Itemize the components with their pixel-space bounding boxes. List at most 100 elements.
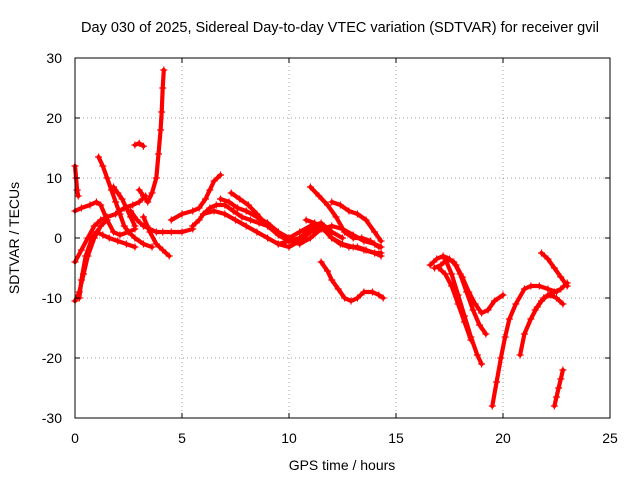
data-point-marker — [512, 300, 520, 308]
x-axis-label: GPS time / hours — [289, 457, 396, 473]
data-point-marker — [206, 186, 214, 194]
series-arc-18 — [304, 217, 384, 256]
data-point-marker — [148, 243, 156, 251]
data-point-marker — [139, 213, 147, 221]
data-point-marker — [242, 222, 250, 230]
data-point-marker — [189, 207, 197, 215]
data-point-marker — [366, 237, 374, 245]
data-point-marker — [116, 210, 124, 218]
data-point-marker — [86, 201, 94, 209]
data-point-marker — [77, 246, 85, 254]
series-arc-10 — [137, 67, 166, 205]
x-tick-label: 5 — [178, 430, 186, 446]
data-point-marker — [497, 354, 505, 362]
data-point-marker — [110, 183, 118, 191]
data-point-marker — [159, 228, 167, 236]
data-point-marker — [229, 207, 237, 215]
data-point-marker — [306, 183, 314, 191]
data-point-marker — [328, 228, 336, 236]
data-point-marker — [368, 288, 376, 296]
data-point-marker — [550, 264, 558, 272]
data-point-marker — [178, 210, 186, 218]
data-point-marker — [232, 216, 239, 224]
data-point-marker — [146, 228, 154, 236]
data-point-marker — [315, 192, 323, 200]
data-point-marker — [95, 153, 103, 161]
data-point-marker — [152, 228, 160, 236]
data-point-marker — [97, 201, 105, 209]
data-point-marker — [482, 330, 490, 338]
data-point-marker — [345, 207, 353, 215]
data-point-marker — [527, 315, 535, 323]
data-point-marker — [478, 360, 486, 368]
series-arc-07 — [111, 184, 137, 229]
data-point-marker — [334, 285, 342, 293]
x-tick-label: 20 — [495, 430, 511, 446]
data-point-marker — [217, 171, 225, 179]
data-point-marker — [189, 222, 197, 230]
series-arc-01 — [72, 199, 137, 238]
x-tick-label: 15 — [388, 430, 404, 446]
data-point-marker — [501, 333, 509, 341]
data-series — [71, 66, 571, 410]
data-point-marker — [328, 222, 336, 230]
data-point-marker — [535, 282, 543, 290]
x-tick-label: 0 — [71, 430, 79, 446]
data-point-marker — [353, 243, 361, 251]
y-tick-label: 20 — [46, 110, 62, 126]
data-point-marker — [328, 234, 336, 242]
data-point-marker — [488, 402, 496, 410]
data-point-marker — [454, 300, 462, 308]
data-point-marker — [349, 234, 357, 242]
data-point-marker — [97, 222, 105, 230]
data-point-marker — [103, 174, 111, 182]
data-point-marker — [242, 207, 250, 215]
data-point-marker — [332, 213, 340, 221]
data-point-marker — [319, 225, 327, 233]
data-point-marker — [371, 249, 379, 257]
data-point-marker — [255, 219, 263, 227]
data-point-marker — [478, 309, 486, 317]
data-point-marker — [379, 294, 387, 302]
data-point-marker — [227, 189, 235, 197]
data-point-marker — [212, 201, 220, 209]
data-point-marker — [553, 294, 560, 302]
data-point-marker — [131, 141, 139, 149]
data-point-marker — [371, 228, 379, 236]
data-point-marker — [441, 270, 449, 278]
data-point-marker — [167, 216, 175, 224]
data-point-marker — [347, 297, 355, 305]
data-point-marker — [448, 282, 456, 290]
data-point-marker — [210, 177, 218, 185]
data-point-marker — [202, 195, 210, 203]
data-point-marker — [505, 315, 513, 323]
data-point-marker — [336, 201, 344, 209]
data-point-marker — [563, 282, 571, 290]
data-point-marker — [345, 243, 353, 251]
data-point-marker — [195, 216, 203, 224]
data-point-marker — [463, 288, 471, 296]
data-point-marker — [103, 216, 111, 224]
data-point-marker — [165, 252, 173, 260]
data-point-marker — [274, 231, 282, 239]
data-point-marker — [360, 288, 368, 296]
data-point-marker — [74, 192, 82, 200]
data-point-marker — [112, 198, 120, 206]
data-point-marker — [538, 249, 546, 257]
data-point-marker — [92, 228, 100, 236]
data-point-marker — [375, 291, 383, 299]
data-point-marker — [426, 261, 434, 269]
data-point-marker — [253, 210, 261, 218]
data-point-marker — [516, 351, 524, 359]
data-point-marker — [158, 108, 166, 116]
data-point-marker — [520, 330, 528, 338]
data-point-marker — [253, 228, 261, 236]
data-point-marker — [341, 294, 349, 302]
data-point-marker — [544, 255, 552, 263]
data-point-marker — [435, 264, 443, 272]
data-point-marker — [133, 216, 141, 224]
data-point-marker — [328, 198, 336, 206]
data-point-marker — [450, 258, 458, 266]
data-point-marker — [90, 222, 98, 230]
series-arc-26 — [490, 283, 559, 409]
